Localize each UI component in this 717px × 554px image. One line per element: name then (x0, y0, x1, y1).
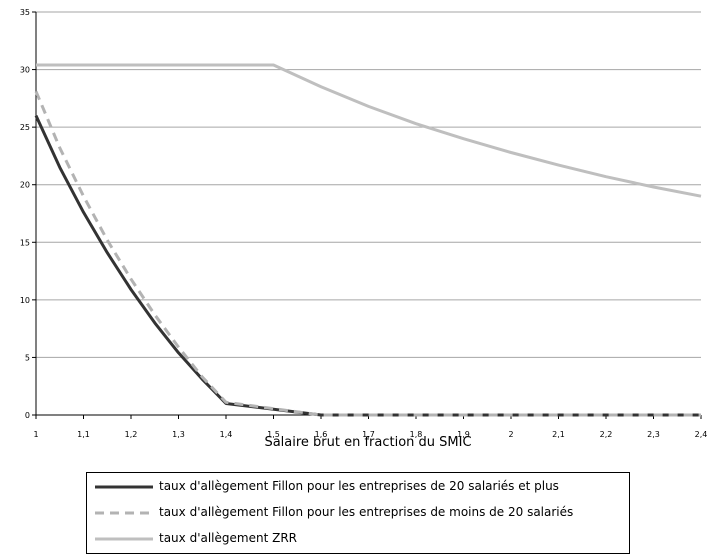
legend: taux d'allègement Fillon pour les entrep… (86, 472, 630, 554)
x-tick-label: 1,1 (77, 430, 90, 439)
legend-label: taux d'allègement ZRR (159, 531, 297, 545)
x-tick-label: 1,4 (220, 430, 233, 439)
x-tick-label: 1,3 (172, 430, 185, 439)
legend-swatch-solid-light (95, 537, 153, 541)
x-axis-label: Salaire brut en fraction du SMIC (264, 435, 471, 450)
series-line-2 (36, 63, 702, 198)
legend-item-zrr: taux d'allègement ZRR (87, 527, 629, 551)
y-tick-label: 5 (25, 353, 30, 362)
legend-swatch-solid-dark (95, 485, 153, 489)
x-tick-label: 1,5 (267, 430, 280, 439)
y-tick-labels: 0 5 10 15 20 25 30 35 (20, 8, 30, 420)
legend-label: taux d'allègement Fillon pour les entrep… (159, 505, 574, 519)
x-tick-label: 1,2 (125, 430, 138, 439)
x-tick-label: 2,3 (647, 430, 660, 439)
x-tick-label: 2,4 (695, 430, 708, 439)
line-chart: 0 5 10 15 20 25 30 35 1 1,1 1,2 1,3 1,4 1,5 1,6 1,7 1,8… (20, 8, 708, 450)
y-tick-label: 25 (20, 123, 30, 132)
x-tick-label: 1,6 (315, 430, 328, 439)
y-tick-label: 30 (20, 66, 30, 75)
y-tick-label: 35 (20, 8, 30, 17)
series-line-0 (34, 114, 701, 417)
x-tick-label: 1,7 (362, 430, 375, 439)
x-tick-label: 1,8 (410, 430, 423, 439)
y-tick-label: 20 (20, 181, 30, 190)
gridlines (36, 11, 701, 416)
series-line-1 (34, 90, 701, 417)
legend-item-fillon-20-plus: taux d'allègement Fillon pour les entrep… (87, 475, 629, 499)
x-tick-label: 1 (33, 430, 38, 439)
x-tick-label: 1,9 (457, 430, 470, 439)
y-tick-label: 10 (20, 296, 30, 305)
series-lines (34, 63, 702, 417)
y-tick-label: 15 (20, 238, 30, 247)
x-tick-label: 2,2 (600, 430, 613, 439)
x-tick-labels: 1 1,1 1,2 1,3 1,4 1,5 1,6 1,7 1,8 1,9 2 2,1 2,2 2,3 2,… (33, 430, 707, 439)
legend-item-fillon-moins-20: taux d'allègement Fillon pour les entrep… (87, 501, 629, 525)
y-tick-label: 0 (25, 411, 30, 420)
x-tick-label: 2 (508, 430, 513, 439)
axes (32, 11, 702, 419)
legend-swatch-dashed-grey (95, 511, 153, 515)
x-tick-label: 2,1 (552, 430, 565, 439)
legend-label: taux d'allègement Fillon pour les entrep… (159, 479, 559, 493)
